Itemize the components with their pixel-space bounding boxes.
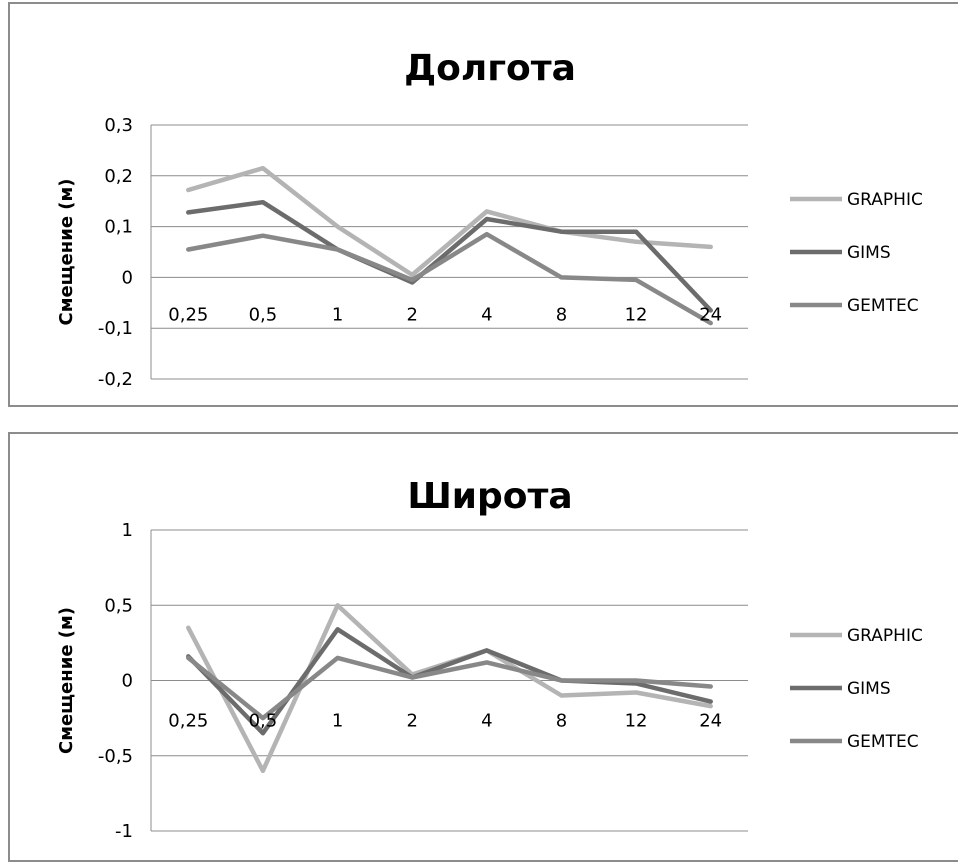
longitude-y-tick-label: -0,1	[98, 318, 133, 339]
longitude-y-tick-label: -0,2	[98, 369, 133, 390]
latitude-y-axis-label: Смещение (м)	[56, 607, 77, 754]
longitude-y-tick-label: 0,1	[104, 217, 133, 238]
latitude-chart-title: Широта	[407, 476, 572, 517]
latitude-x-tick-label: 12	[625, 711, 648, 732]
latitude-x-tick-label: 2	[406, 711, 417, 732]
latitude-x-tick-label: 0,25	[168, 711, 208, 732]
latitude-x-tick-label: 1	[332, 711, 343, 732]
longitude-chart-title: Долгота	[404, 48, 576, 89]
longitude-legend-label-gims: GIMS	[847, 243, 891, 263]
longitude-series-line-gims	[186, 199, 713, 313]
longitude-series-line-graphic	[186, 165, 713, 278]
longitude-series-line-gemtec	[186, 231, 713, 326]
longitude-x-tick-label: 4	[481, 304, 492, 325]
latitude-series-line-gims	[186, 627, 713, 736]
latitude-x-tick-label: 24	[699, 711, 722, 732]
latitude-x-tick-label: 4	[481, 711, 492, 732]
longitude-y-axis-label: Смещение (м)	[56, 179, 77, 326]
latitude-y-tick-label: 0	[122, 671, 133, 692]
latitude-legend-label-gemtec: GEMTEC	[847, 732, 919, 752]
longitude-x-tick-label: 8	[556, 304, 567, 325]
longitude-legend-label-graphic: GRAPHIC	[847, 190, 923, 210]
longitude-legend-label-gemtec: GEMTEC	[847, 296, 919, 316]
latitude-y-tick-label: -0,5	[98, 746, 133, 767]
latitude-series-line-gemtec	[186, 655, 713, 721]
chart-longitude: Долгота 0,3 0,2 0,1 0 -0,1 -0,2 Смещение (м) 0,2…	[8, 2, 958, 407]
longitude-x-tick-label: 2	[406, 304, 417, 325]
latitude-legend-label-graphic: GRAPHIC	[847, 626, 923, 646]
latitude-series-line-graphic	[186, 603, 713, 774]
latitude-x-tick-label: 0,5	[249, 711, 278, 732]
chart-latitude: Широта 1 0,5 0 -0,5 -1 Смещение (м) 0,25 0,5 1 2 4 8…	[8, 432, 958, 862]
latitude-x-tick-label: 8	[556, 711, 567, 732]
latitude-y-tick-label: 0,5	[104, 595, 133, 616]
longitude-y-tick-label: 0,3	[104, 115, 133, 136]
latitude-y-tick-label: 1	[122, 520, 133, 541]
longitude-x-tick-label: 0,25	[168, 304, 208, 325]
longitude-x-tick-label: 24	[699, 304, 722, 325]
longitude-x-tick-label: 12	[625, 304, 648, 325]
longitude-x-tick-label: 1	[332, 304, 343, 325]
chart-longitude-svg: Долгота 0,3 0,2 0,1 0 -0,1 -0,2 Смещение (м) 0,2…	[56, 48, 923, 390]
longitude-y-tick-label: 0,2	[104, 166, 133, 187]
longitude-y-tick-label: 0	[122, 267, 133, 288]
longitude-x-tick-label: 0,5	[249, 304, 278, 325]
latitude-y-tick-label: -1	[115, 821, 133, 842]
latitude-legend-label-gims: GIMS	[847, 679, 891, 699]
